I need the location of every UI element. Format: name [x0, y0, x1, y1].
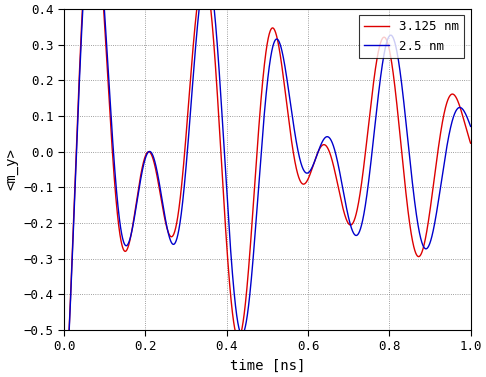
- 3.125 nm: [232, 328, 238, 332]
- 2.5 nm: [357, 229, 363, 234]
- 3.125 nm: [235, 336, 241, 340]
- 3.125 nm: [435, 149, 441, 153]
- 2.5 nm: [455, 106, 461, 110]
- Line: 3.125 nm: 3.125 nm: [64, 0, 470, 377]
- Y-axis label: <m_y>: <m_y>: [4, 149, 18, 190]
- 3.125 nm: [357, 195, 363, 199]
- 2.5 nm: [468, 124, 473, 129]
- Line: 2.5 nm: 2.5 nm: [64, 0, 470, 377]
- 2.5 nm: [435, 202, 441, 206]
- 3.125 nm: [255, 145, 260, 149]
- 2.5 nm: [232, 299, 238, 303]
- 2.5 nm: [255, 201, 260, 206]
- 2.5 nm: [235, 323, 241, 327]
- 3.125 nm: [468, 141, 473, 146]
- X-axis label: time [ns]: time [ns]: [230, 359, 305, 373]
- Legend: 3.125 nm, 2.5 nm: 3.125 nm, 2.5 nm: [359, 15, 464, 58]
- 3.125 nm: [455, 100, 461, 104]
